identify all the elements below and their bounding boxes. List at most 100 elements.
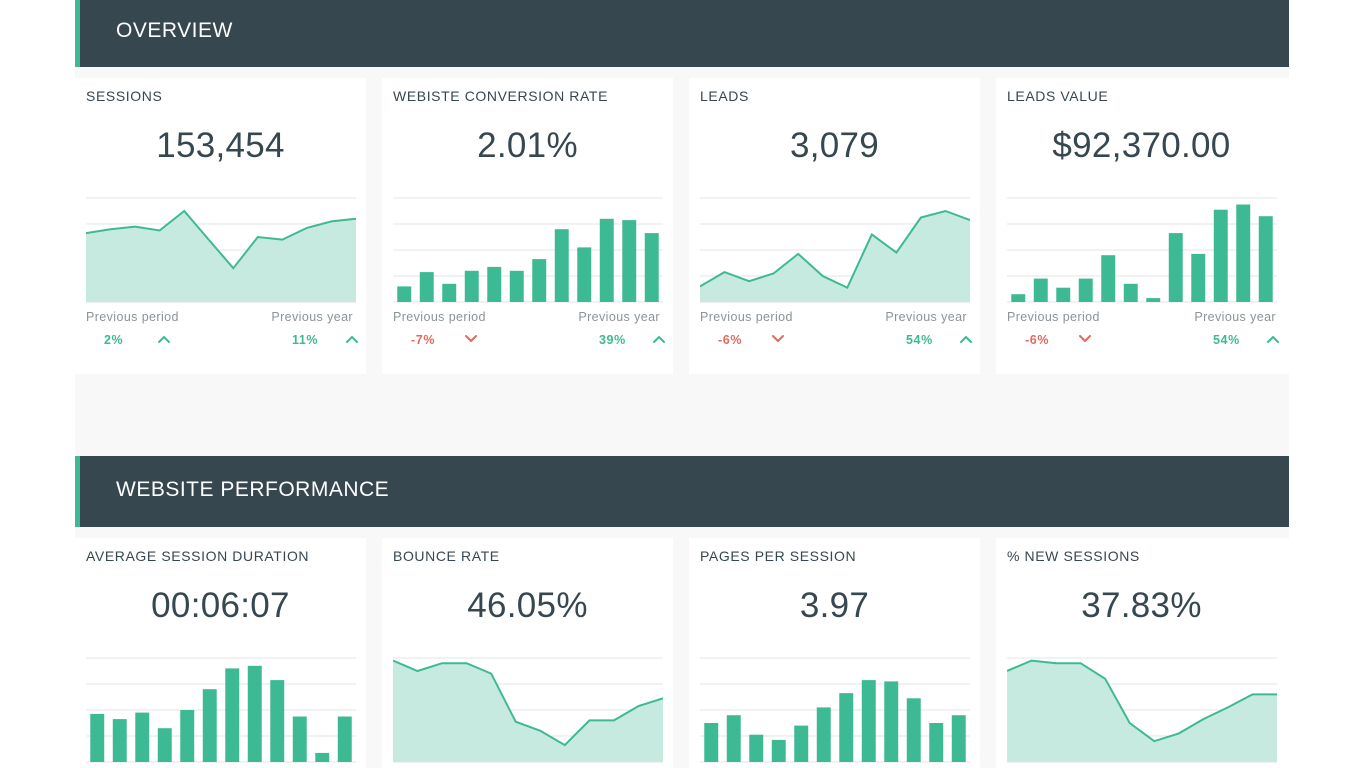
previous-period-delta: -6% bbox=[718, 333, 743, 347]
chart-bar bbox=[1168, 233, 1183, 302]
chevron-up-icon bbox=[653, 336, 665, 343]
chart-bar bbox=[1258, 216, 1273, 302]
previous-period-label: Previous period bbox=[86, 310, 179, 324]
kpi-value: 46.05% bbox=[467, 586, 588, 625]
previous-period-label: Previous period bbox=[393, 310, 486, 324]
kpi-value: 2.01% bbox=[477, 126, 578, 165]
previous-year-delta: 54% bbox=[1213, 333, 1240, 347]
kpi-card-leads-value[interactable]: LEADS VALUE $92,370.00 Previous period P… bbox=[996, 78, 1289, 374]
section-title: OVERVIEW bbox=[116, 19, 233, 42]
chart-bar bbox=[532, 259, 547, 302]
kpi-card-sessions[interactable]: SESSIONS 153,454 Previous period Previou… bbox=[75, 78, 366, 374]
chart-area bbox=[1007, 660, 1277, 762]
chart-bar bbox=[726, 715, 741, 762]
chart-area bbox=[393, 660, 663, 762]
trend-arrow-icon bbox=[158, 336, 170, 343]
kpi-card-average-session-duration[interactable]: AVERAGE SESSION DURATION 00:06:07 bbox=[75, 538, 366, 768]
previous-period-delta: -6% bbox=[1025, 333, 1050, 347]
kpi-value: 00:06:07 bbox=[151, 586, 290, 625]
chart-bar bbox=[1078, 278, 1093, 302]
kpi-label: LEADS bbox=[700, 88, 749, 104]
chart-bar bbox=[442, 283, 457, 302]
chart-bar bbox=[90, 713, 105, 762]
chart-bar bbox=[1056, 287, 1071, 302]
previous-period-delta: -7% bbox=[411, 333, 436, 347]
chart-bar bbox=[270, 680, 285, 762]
kpi-card-new-sessions[interactable]: % NEW SESSIONS 37.83% bbox=[996, 538, 1289, 768]
trend-arrow-icon bbox=[465, 335, 477, 342]
kpi-label: WEBISTE CONVERSION RATE bbox=[393, 88, 609, 104]
chevron-down-icon bbox=[772, 335, 784, 342]
chart-bar bbox=[771, 739, 786, 762]
kpi-card-pages-per-session[interactable]: PAGES PER SESSION 3.97 bbox=[689, 538, 980, 768]
kpi-label: BOUNCE RATE bbox=[393, 548, 500, 564]
chart-bar bbox=[906, 698, 921, 762]
kpi-label: LEADS VALUE bbox=[1007, 88, 1109, 104]
kpi-label: PAGES PER SESSION bbox=[700, 548, 857, 564]
previous-year-label: Previous year bbox=[885, 310, 967, 324]
sparkline-chart bbox=[86, 197, 356, 303]
kpi-value: $92,370.00 bbox=[1052, 126, 1231, 165]
chart-bar bbox=[749, 734, 764, 762]
chart-bar bbox=[1236, 204, 1251, 302]
chevron-up-icon bbox=[346, 336, 358, 343]
trend-arrow-icon bbox=[1267, 336, 1279, 343]
previous-year-label: Previous year bbox=[578, 310, 660, 324]
chart-bar bbox=[247, 665, 262, 762]
chart-bar bbox=[554, 229, 569, 302]
chart-line bbox=[393, 659, 663, 747]
section-header-website-performance: WEBSITE PERFORMANCE bbox=[75, 456, 1289, 527]
trend-arrow-icon bbox=[346, 336, 358, 343]
chart-bar bbox=[464, 270, 479, 302]
chevron-up-icon bbox=[960, 336, 972, 343]
kpi-card-leads[interactable]: LEADS 3,079 Previous period Previous yea… bbox=[689, 78, 980, 374]
previous-year-delta: 54% bbox=[906, 333, 933, 347]
chart-bar bbox=[929, 723, 944, 762]
sparkline-chart bbox=[393, 197, 663, 303]
trend-arrow-icon bbox=[960, 336, 972, 343]
trend-arrow-icon bbox=[653, 336, 665, 343]
chart-bar bbox=[157, 728, 172, 762]
chevron-down-icon bbox=[1079, 335, 1091, 342]
sparkline-chart bbox=[393, 657, 663, 763]
chart-bar bbox=[794, 725, 809, 762]
chart-bar bbox=[337, 716, 352, 762]
chart-bar bbox=[1191, 253, 1206, 302]
chart-bar bbox=[644, 233, 659, 302]
chart-area bbox=[700, 211, 970, 302]
chart-bar bbox=[577, 247, 592, 302]
chart-line bbox=[1007, 659, 1277, 743]
chart-area bbox=[86, 211, 356, 302]
chart-bar bbox=[816, 707, 831, 762]
chart-bar bbox=[292, 716, 307, 762]
chevron-down-icon bbox=[465, 335, 477, 342]
chart-bar bbox=[1101, 255, 1116, 302]
chart-bar bbox=[1146, 298, 1161, 302]
kpi-label: SESSIONS bbox=[86, 88, 163, 104]
sparkline-chart bbox=[700, 197, 970, 303]
section-title: WEBSITE PERFORMANCE bbox=[116, 478, 390, 501]
kpi-card-bounce-rate[interactable]: BOUNCE RATE 46.05% bbox=[382, 538, 673, 768]
chart-bar bbox=[397, 286, 412, 302]
chart-bar bbox=[622, 220, 637, 302]
kpi-card-conversion-rate[interactable]: WEBISTE CONVERSION RATE 2.01% Previous p… bbox=[382, 78, 673, 374]
previous-period-label: Previous period bbox=[1007, 310, 1100, 324]
chart-bar bbox=[315, 752, 330, 762]
chart-bar bbox=[951, 715, 966, 762]
section-header-overview: OVERVIEW bbox=[75, 0, 1289, 67]
chart-bar bbox=[704, 723, 719, 762]
chart-bar bbox=[112, 719, 127, 762]
chart-bar bbox=[839, 693, 854, 762]
chart-bar bbox=[1123, 283, 1138, 302]
previous-year-delta: 11% bbox=[292, 333, 319, 347]
sparkline-chart bbox=[1007, 657, 1277, 763]
trend-arrow-icon bbox=[772, 335, 784, 342]
previous-year-label: Previous year bbox=[271, 310, 353, 324]
dashboard-page: OVERVIEW SESSIONS 153,454 Previous perio… bbox=[75, 0, 1289, 768]
chart-bar bbox=[487, 266, 502, 302]
kpi-label: % NEW SESSIONS bbox=[1007, 548, 1140, 564]
previous-year-delta: 39% bbox=[599, 333, 626, 347]
chart-bar bbox=[599, 218, 614, 302]
chart-bar bbox=[1011, 294, 1026, 302]
chart-bar bbox=[1213, 209, 1228, 302]
